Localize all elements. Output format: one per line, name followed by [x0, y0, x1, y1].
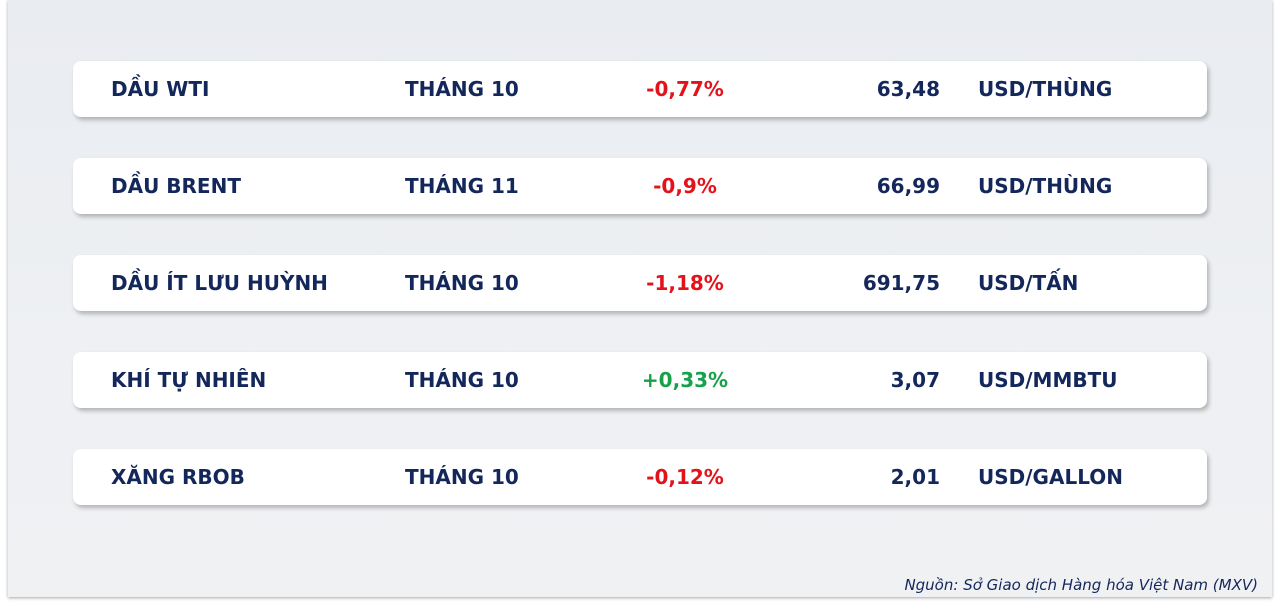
price: 2,01 [890, 465, 940, 489]
commodity: DẦU BRENT [111, 174, 241, 198]
change: -0,12% [646, 465, 724, 489]
unit: USD/THÙNG [978, 77, 1113, 101]
contract-month: THÁNG 10 [405, 465, 519, 489]
commodity: KHÍ TỰ NHIÊN [111, 368, 267, 392]
change: -0,9% [653, 174, 717, 198]
source-note: Nguồn: Sở Giao dịch Hàng hóa Việt Nam (M… [904, 576, 1258, 594]
row-card: DẦU WTI THÁNG 10 -0,77% 63,48 USD/THÙNG [73, 61, 1207, 117]
row-card: DẦU ÍT LƯU HUỲNH THÁNG 10 -1,18% 691,75 USD/… [73, 255, 1207, 311]
unit: USD/GALLON [978, 465, 1123, 489]
price: 66,99 [876, 174, 940, 198]
commodity: XĂNG RBOB [111, 465, 245, 489]
change: -1,18% [646, 271, 724, 295]
change: -0,77% [646, 77, 724, 101]
row-card: KHÍ TỰ NHIÊN THÁNG 10 +0,33% 3,07 USD/MMBTU [73, 352, 1207, 408]
price: 691,75 [862, 271, 940, 295]
price: 3,07 [890, 368, 940, 392]
unit: USD/MMBTU [978, 368, 1118, 392]
unit: USD/THÙNG [978, 174, 1113, 198]
contract-month: THÁNG 10 [405, 77, 519, 101]
row-card: DẦU BRENT THÁNG 11 -0,9% 66,99 USD/THÙNG [73, 158, 1207, 214]
row-card: XĂNG RBOB THÁNG 10 -0,12% 2,01 USD/GALLON [73, 449, 1207, 505]
contract-month: THÁNG 10 [405, 368, 519, 392]
change: +0,33% [641, 368, 729, 392]
commodity: DẦU ÍT LƯU HUỲNH [111, 271, 328, 295]
contract-month: THÁNG 11 [405, 174, 519, 198]
commodity: DẦU WTI [111, 77, 210, 101]
unit: USD/TẤN [978, 271, 1079, 295]
price: 63,48 [876, 77, 940, 101]
contract-month: THÁNG 10 [405, 271, 519, 295]
